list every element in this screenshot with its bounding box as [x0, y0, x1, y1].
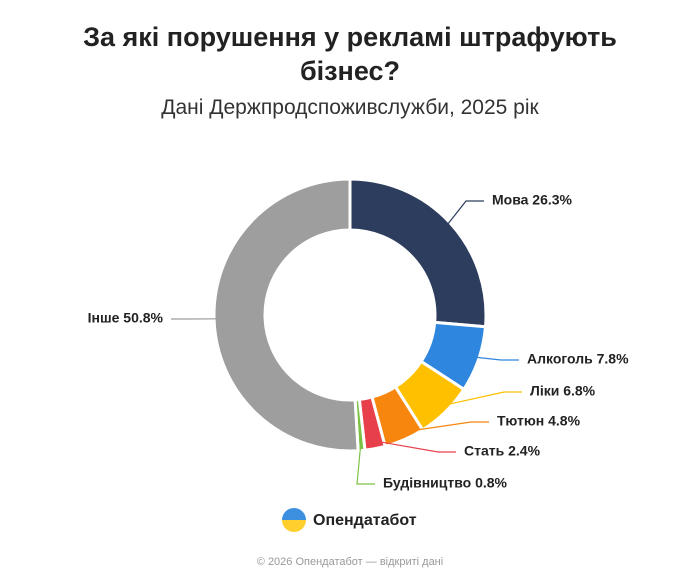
- footer: © 2026 Опендатабот — відкриті дані: [257, 556, 443, 568]
- leader-line: [373, 440, 456, 453]
- leader-line: [401, 421, 489, 433]
- data-label: Будівництво 0.8%: [383, 475, 508, 491]
- leader-line: [443, 200, 484, 229]
- chart-subtitle: Дані Держпродспоживслужби, 2025 рік: [161, 96, 539, 119]
- leader-line: [439, 391, 522, 407]
- leader-line: [356, 442, 375, 485]
- leader-line: [470, 356, 519, 361]
- data-label: Тютюн 4.8%: [497, 413, 581, 429]
- logo-text: Опендатабот: [313, 512, 417, 529]
- data-label: Стать 2.4%: [464, 443, 541, 459]
- data-label: Ліки 6.8%: [530, 383, 596, 399]
- slice: [348, 177, 488, 329]
- logo-icon-top: [282, 508, 306, 520]
- logo: [282, 508, 306, 532]
- slice: [212, 177, 360, 453]
- logo-icon-bottom: [282, 520, 306, 532]
- data-label: Алкоголь 7.8%: [527, 351, 629, 367]
- data-label: Мова 26.3%: [492, 192, 573, 208]
- chart-title: За які порушення у рекламі штрафують біз…: [83, 22, 617, 86]
- data-label: Інше 50.8%: [88, 310, 164, 326]
